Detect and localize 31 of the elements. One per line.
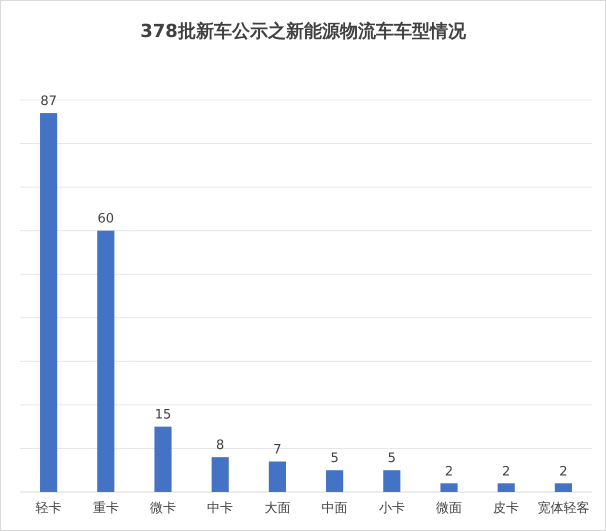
data-label: 5 [388, 451, 396, 466]
x-tick-label: 微卡 [150, 501, 176, 516]
data-label: 2 [502, 464, 510, 480]
data-label: 87 [40, 94, 57, 110]
bar [326, 470, 344, 492]
x-tick-label: 大面 [264, 501, 290, 516]
data-label: 2 [444, 464, 454, 480]
data-label: 8 [216, 438, 224, 454]
bar [268, 462, 286, 492]
x-tick-label: 中卡 [207, 501, 234, 516]
x-tick-label: 微面 [436, 501, 462, 516]
bar [440, 483, 458, 492]
x-tick-label: 宽体轻客 [537, 500, 590, 516]
bar [97, 230, 114, 492]
x-tick-label: 小卡 [378, 501, 405, 516]
chart-title: 378批新车公示之新能源物流车车型情况 [140, 21, 467, 42]
bar [383, 470, 400, 492]
bar [40, 113, 58, 492]
x-tick-label: 皮卡 [493, 501, 520, 516]
data-label: 2 [559, 464, 568, 480]
x-tick-label: 重卡 [92, 501, 119, 516]
x-tick-label: 中面 [322, 501, 348, 516]
bar [212, 457, 229, 492]
bar [554, 483, 572, 492]
data-label: 7 [273, 442, 282, 458]
x-tick-label: 轻卡 [36, 501, 62, 516]
bar [498, 483, 515, 492]
bar [154, 426, 172, 492]
data-label: 60 [98, 212, 114, 227]
data-label: 5 [330, 451, 339, 466]
data-label: 15 [154, 408, 172, 423]
